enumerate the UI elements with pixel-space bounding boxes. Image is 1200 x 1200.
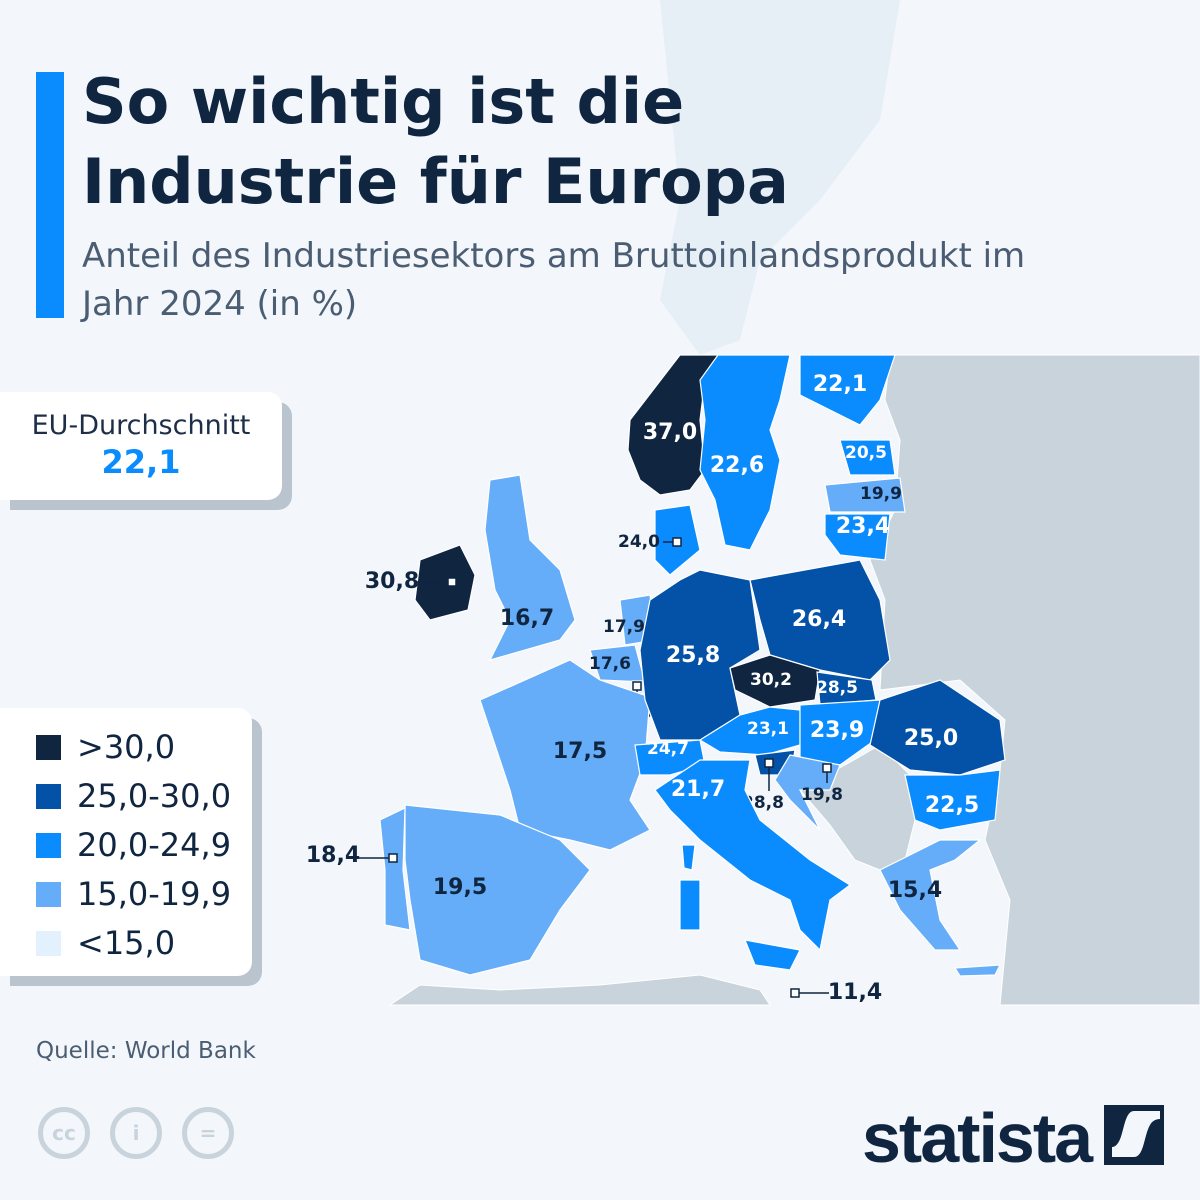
value-label-latvia: 19,9 (860, 484, 902, 504)
accent-bar (36, 72, 64, 318)
legend-label: 25,0-30,0 (77, 777, 232, 815)
value-label-croatia: 19,8 (801, 785, 843, 805)
region-bulgaria (904, 769, 1001, 831)
location-marker (822, 763, 832, 773)
region-hungary (799, 699, 881, 766)
region-spain (404, 804, 591, 976)
region-finland (799, 354, 896, 426)
no-derivatives-icon[interactable]: = (182, 1107, 234, 1159)
region-italy (654, 759, 852, 952)
value-label-portugal: 18,4 (306, 843, 360, 868)
value-label-netherlands: 17,9 (603, 617, 645, 637)
eu-average-card: EU-Durchschnitt 22,1 (0, 392, 282, 500)
location-marker (764, 758, 774, 768)
region-croatia (774, 754, 841, 831)
value-label-denmark: 24,0 (618, 532, 660, 552)
location-marker (790, 988, 800, 998)
legend-item: 20,0-24,9 (36, 826, 231, 864)
region-italy (679, 879, 701, 931)
legend-item: <15,0 (36, 924, 175, 962)
region-latvia (824, 477, 906, 513)
location-marker (447, 577, 457, 587)
region-germany (639, 569, 761, 741)
non-data-land (869, 354, 1200, 1006)
value-label-finland: 22,1 (813, 372, 867, 397)
legend-item: 15,0-19,9 (36, 875, 231, 913)
legend-label: >30,0 (77, 728, 176, 766)
eu-average-value: 22,1 (101, 443, 181, 481)
value-label-sweden: 22,6 (710, 453, 764, 478)
value-label-spain: 19,5 (433, 875, 487, 900)
location-marker (632, 681, 642, 691)
value-label-greece: 15,4 (888, 878, 942, 903)
value-label-ireland: 30,8 (365, 569, 419, 594)
region-czechia (729, 654, 821, 708)
region-estonia (839, 439, 896, 476)
value-label-austria: 23,1 (747, 719, 789, 739)
legend-label: 20,0-24,9 (77, 826, 232, 864)
legend-swatch (36, 930, 61, 956)
value-label-czechia: 30,2 (750, 670, 792, 690)
region-france (479, 659, 651, 851)
value-label-poland: 26,4 (792, 607, 846, 632)
value-label-france: 17,5 (553, 739, 607, 764)
value-label-united-kingdom: 16,7 (500, 606, 554, 631)
value-label-malta: 11,4 (828, 980, 882, 1005)
subtitle: Anteil des Industriesektors am Bruttoinl… (82, 236, 1026, 324)
value-label-belgium: 17,6 (589, 654, 631, 674)
legend-swatch (36, 881, 61, 907)
legend: >30,0 25,0-30,0 20,0-24,9 15,0-19,9 <15,… (0, 708, 252, 976)
region-lithuania (824, 513, 891, 561)
attribution-icon[interactable]: i (110, 1107, 162, 1159)
region-romania (869, 679, 1006, 776)
eu-average-label: EU-Durchschnitt (31, 410, 251, 441)
region-greece (953, 964, 1002, 977)
legend-item: >30,0 (36, 728, 175, 766)
source-note: Quelle: World Bank (36, 1038, 256, 1064)
cc-icon[interactable]: cc (38, 1107, 90, 1159)
legend-swatch (36, 734, 61, 760)
legend-swatch (36, 783, 61, 809)
legend-label: <15,0 (77, 924, 176, 962)
value-label-germany: 25,8 (666, 643, 720, 668)
region-portugal (379, 807, 411, 931)
region-greece (879, 839, 982, 951)
value-label-romania: 25,0 (904, 726, 958, 751)
region-italy (744, 939, 801, 971)
value-label-slovakia: 28,5 (816, 678, 858, 698)
legend-item: 25,0-30,0 (36, 777, 231, 815)
location-marker (388, 853, 398, 863)
background-landmass (660, 0, 900, 355)
value-label-lithuania: 23,4 (836, 514, 890, 539)
value-label-bulgaria: 22,5 (925, 793, 979, 818)
value-label-switzerland: 24,7 (647, 739, 689, 759)
value-label-norway: 37,0 (643, 420, 697, 445)
region-sweden (699, 354, 791, 551)
legend-label: 15,0-19,9 (77, 875, 232, 913)
non-data-land (388, 974, 771, 1006)
location-marker (672, 537, 682, 547)
value-label-estonia: 20,5 (845, 443, 887, 463)
page-title: So wichtig ist die Industrie für Europa (82, 65, 789, 218)
legend-swatch (36, 832, 61, 858)
value-label-hungary: 23,9 (810, 718, 864, 743)
region-united-kingdom (484, 474, 576, 661)
value-label-italy: 21,7 (671, 777, 725, 802)
statista-logo[interactable]: statista (862, 1099, 1093, 1177)
statista-logo-mark[interactable] (1104, 1105, 1164, 1165)
region-italy (681, 844, 696, 871)
